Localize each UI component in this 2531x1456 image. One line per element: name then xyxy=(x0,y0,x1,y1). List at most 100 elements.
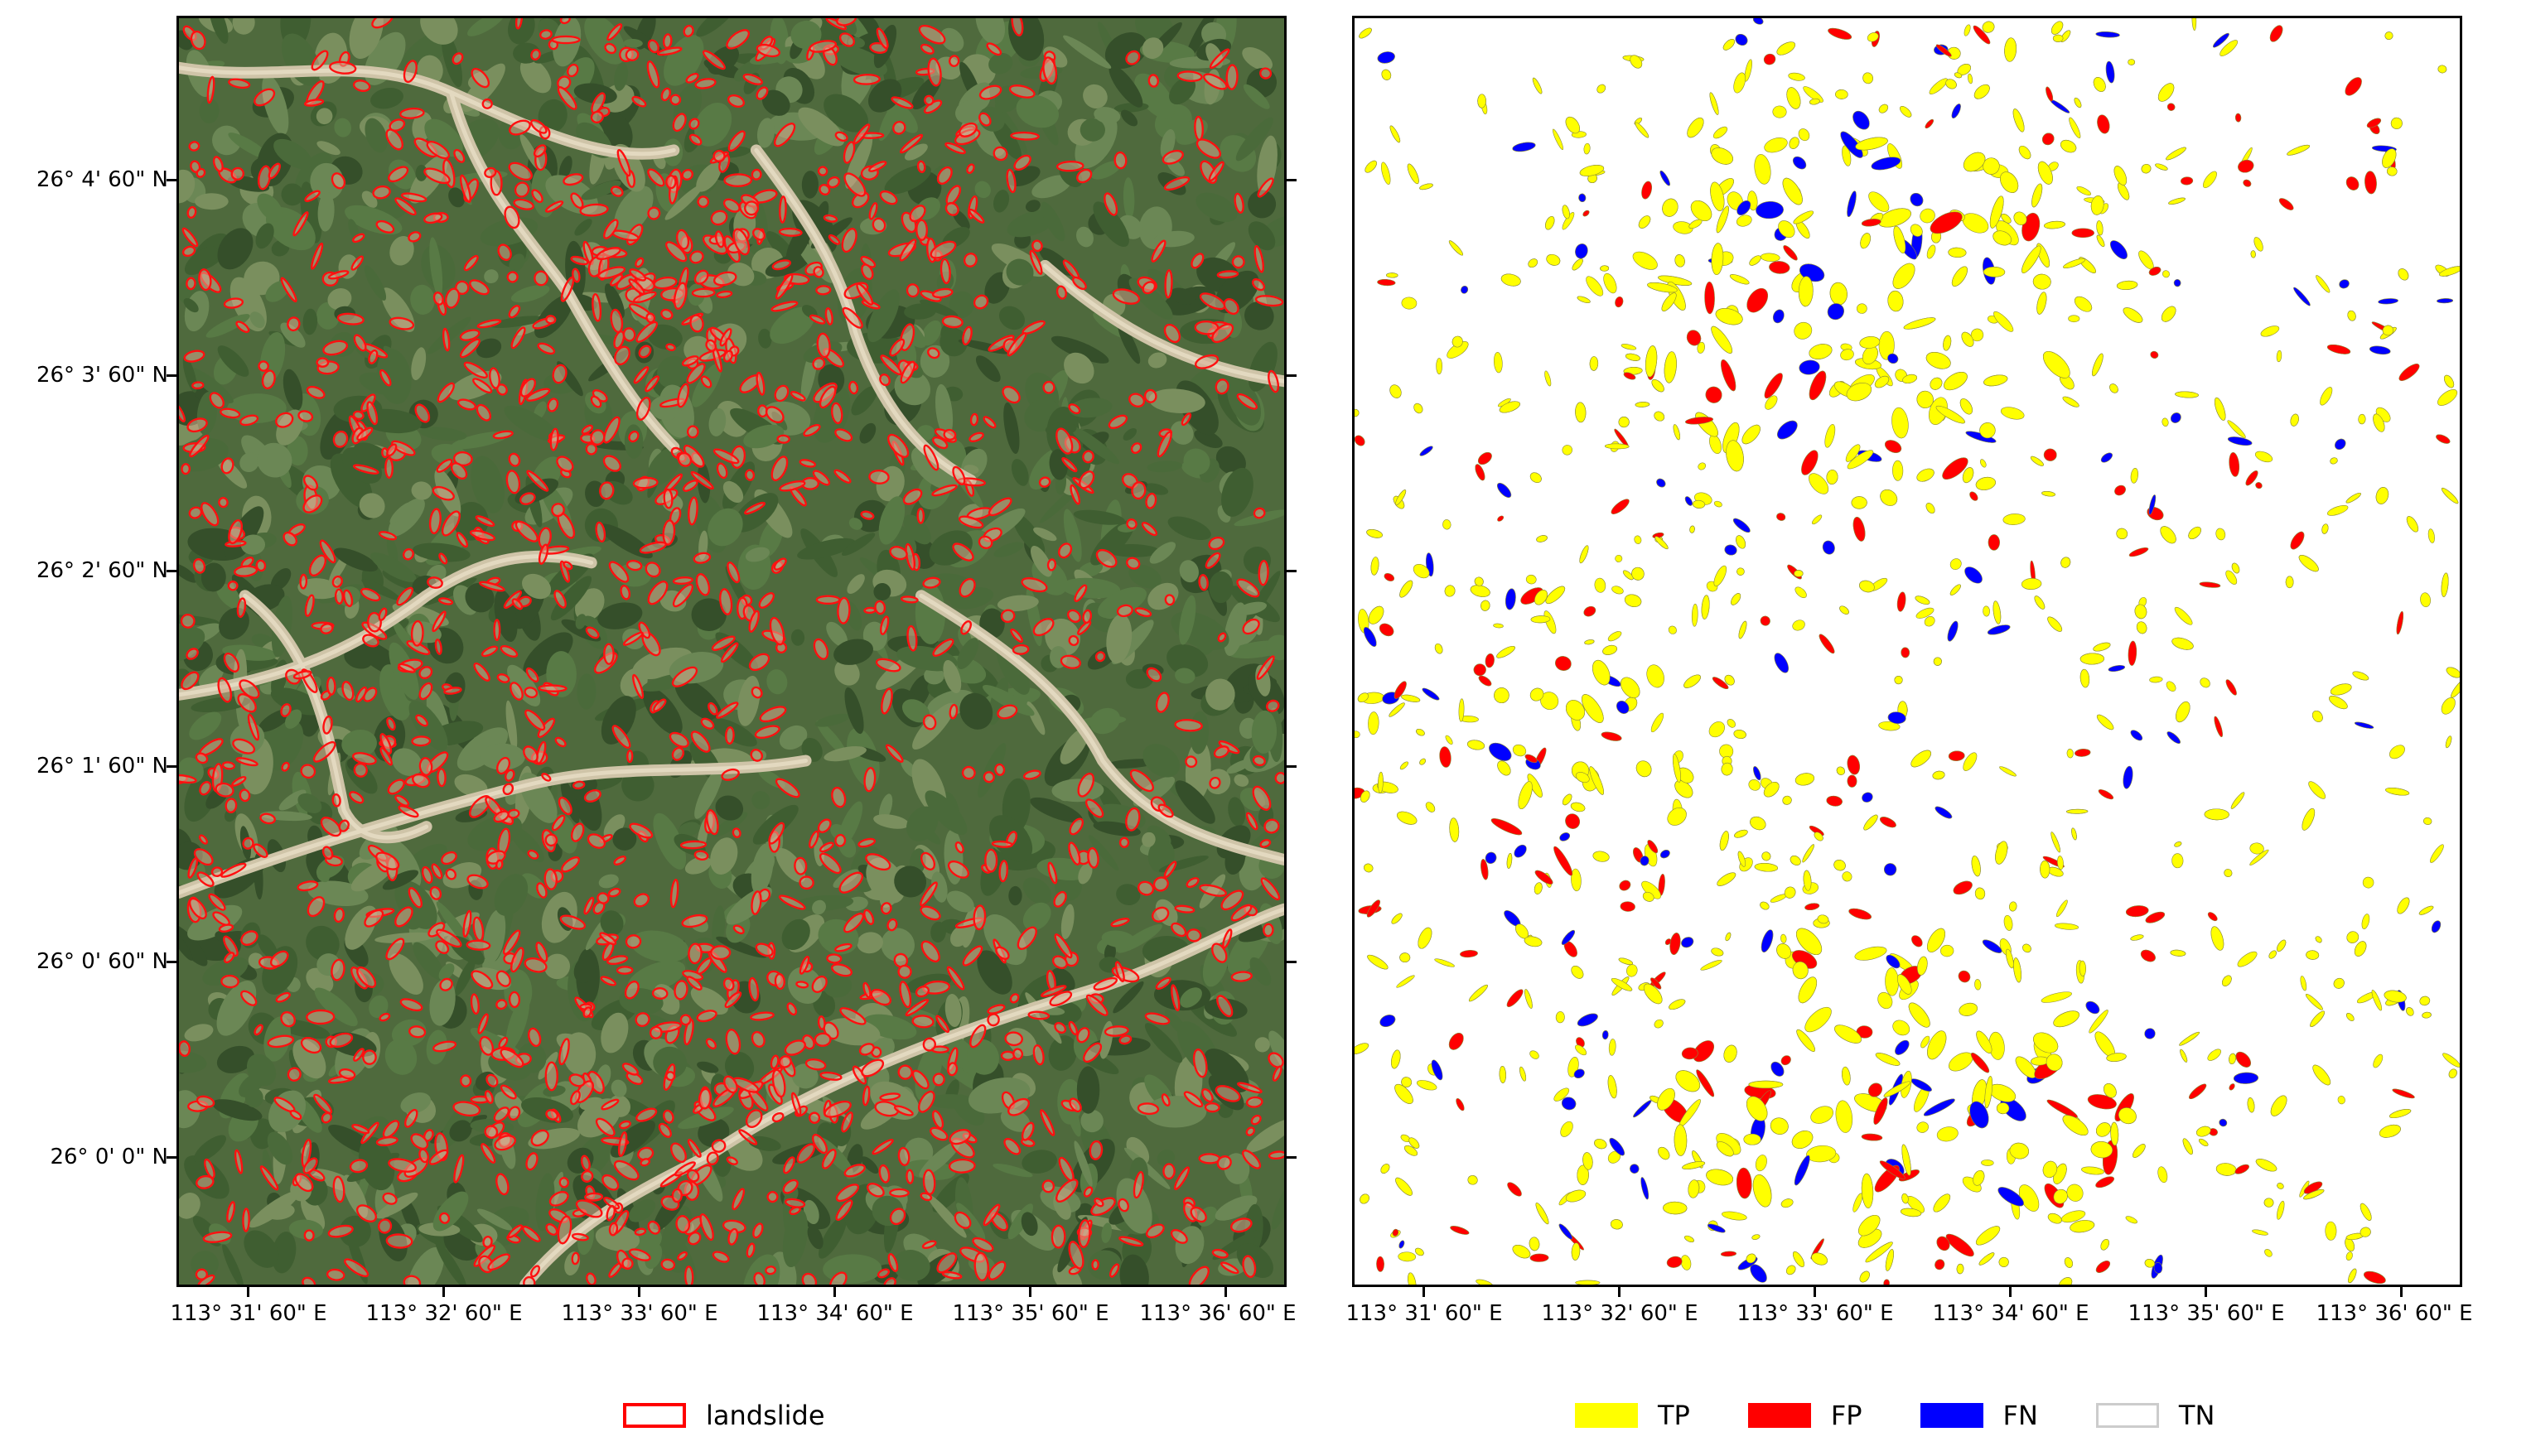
texture-patch xyxy=(2345,176,2360,190)
texture-patch xyxy=(1248,221,1276,251)
texture-patch xyxy=(179,169,196,204)
texture-patch xyxy=(838,871,864,894)
texture-patch xyxy=(1201,1088,1214,1103)
texture-patch xyxy=(469,279,490,296)
texture-patch xyxy=(878,102,899,142)
texture-patch xyxy=(2366,118,2382,128)
texture-patch xyxy=(697,1061,719,1073)
texture-patch xyxy=(2254,451,2273,463)
texture-patch xyxy=(544,200,564,213)
texture-patch xyxy=(603,643,615,665)
texture-patch xyxy=(2009,1142,2029,1159)
texture-patch xyxy=(879,1092,901,1102)
texture-patch xyxy=(1116,1178,1152,1234)
texture-patch xyxy=(372,185,391,200)
texture-patch xyxy=(1185,18,1217,60)
texture-patch xyxy=(911,1015,935,1029)
texture-patch xyxy=(1910,750,1932,768)
texture-patch xyxy=(311,242,324,270)
texture-patch xyxy=(646,60,660,89)
y-tick-label: 26° 4' 60" N xyxy=(36,167,168,192)
texture-patch xyxy=(949,55,960,67)
texture-patch xyxy=(254,1024,263,1036)
texture-patch xyxy=(2326,344,2351,354)
texture-patch xyxy=(1524,936,1543,947)
texture-patch xyxy=(1963,24,1971,36)
texture-patch xyxy=(1009,993,1020,1004)
texture-patch xyxy=(807,1225,824,1250)
texture-patch xyxy=(1408,1272,1417,1285)
texture-patch xyxy=(407,1246,445,1285)
texture-patch xyxy=(932,638,954,657)
texture-patch xyxy=(624,980,640,1000)
texture-patch xyxy=(995,946,1010,961)
texture-patch xyxy=(1684,1235,1694,1242)
texture-patch xyxy=(727,94,746,108)
texture-patch xyxy=(371,18,394,29)
texture-patch xyxy=(958,515,984,529)
texture-patch xyxy=(239,452,259,473)
texture-patch xyxy=(459,174,471,204)
texture-patch xyxy=(272,1232,297,1274)
texture-patch xyxy=(1545,216,1555,230)
texture-patch xyxy=(1835,89,1848,99)
texture-patch xyxy=(712,1251,730,1263)
texture-patch xyxy=(1641,181,1653,200)
texture-patch xyxy=(1782,795,1792,805)
texture-patch xyxy=(1208,536,1225,551)
texture-patch xyxy=(231,776,247,787)
texture-patch xyxy=(2105,60,2115,84)
texture-patch xyxy=(796,1143,816,1164)
texture-patch xyxy=(2171,637,2194,650)
texture-patch xyxy=(2306,950,2320,960)
texture-patch xyxy=(441,31,462,88)
texture-patch xyxy=(496,673,510,683)
texture-patch xyxy=(507,1224,524,1239)
texture-patch xyxy=(2123,307,2143,323)
texture-patch xyxy=(660,1258,676,1271)
texture-patch xyxy=(1561,1097,1577,1111)
texture-patch xyxy=(726,29,751,50)
texture-patch xyxy=(2066,808,2089,814)
texture-patch xyxy=(963,252,978,268)
texture-patch xyxy=(387,779,405,795)
texture-patch xyxy=(1720,1251,1737,1257)
texture-patch xyxy=(690,986,728,1015)
x-tick-mark xyxy=(2205,1287,2207,1297)
texture-patch xyxy=(302,1276,316,1285)
texture-patch xyxy=(626,559,643,571)
texture-patch xyxy=(498,1036,509,1049)
texture-patch xyxy=(379,369,392,387)
texture-patch xyxy=(775,273,794,300)
texture-patch xyxy=(928,1094,974,1109)
texture-patch xyxy=(1734,829,1748,838)
texture-patch xyxy=(1076,1027,1090,1044)
texture-patch xyxy=(460,1074,472,1087)
texture-patch xyxy=(1978,1252,1995,1266)
texture-patch xyxy=(1038,476,1051,488)
texture-patch xyxy=(877,1268,891,1279)
texture-patch xyxy=(879,373,891,387)
x-tick-mark xyxy=(1814,1287,1816,1297)
texture-patch xyxy=(1833,860,1846,871)
texture-patch xyxy=(1789,137,1799,149)
texture-patch xyxy=(223,297,244,309)
texture-patch xyxy=(2046,1053,2063,1072)
texture-patch xyxy=(434,639,442,655)
texture-patch xyxy=(2406,1007,2414,1016)
texture-patch xyxy=(456,727,509,771)
texture-patch xyxy=(732,827,741,839)
texture-patch xyxy=(1908,1002,1930,1028)
texture-patch xyxy=(1923,1098,1955,1116)
texture-patch xyxy=(1885,440,1902,453)
texture-patch xyxy=(551,503,565,518)
texture-patch xyxy=(2361,914,2370,929)
texture-patch xyxy=(1770,1061,1785,1077)
texture-patch xyxy=(886,918,898,932)
texture-patch xyxy=(186,417,208,433)
texture-patch xyxy=(1976,1030,1992,1053)
texture-patch xyxy=(1794,586,1807,599)
texture-patch xyxy=(961,765,976,780)
texture-patch xyxy=(1645,345,1658,378)
texture-patch xyxy=(476,403,492,422)
